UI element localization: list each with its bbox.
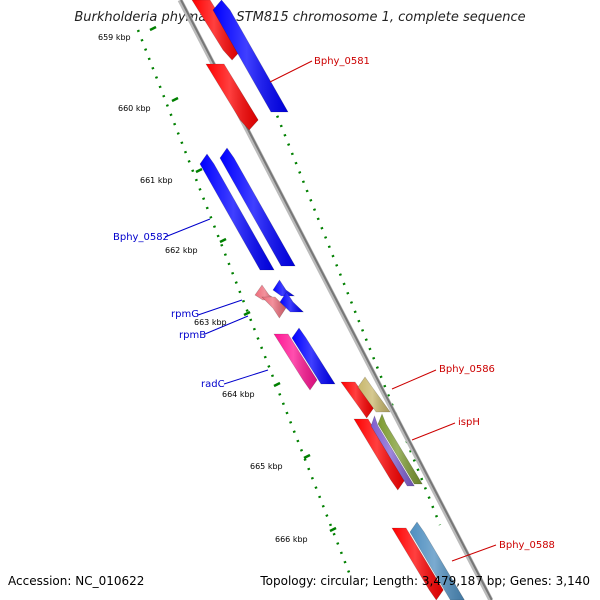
ruler-dots-right	[253, 59, 442, 526]
ruler-tick-label: 659 kbp	[98, 33, 131, 42]
gene-label-radc[interactable]: radC	[201, 379, 225, 390]
ruler-tick-mark	[243, 310, 251, 317]
gene-label-rpmb[interactable]: rpmB	[179, 330, 206, 341]
gene-label-bphy-0588[interactable]: Bphy_0588	[499, 540, 555, 551]
gene-label-leader	[269, 60, 313, 83]
ruler-tick-label: 666 kbp	[275, 535, 308, 544]
ruler-tick-mark	[303, 453, 311, 460]
ruler-tick-mark	[329, 526, 337, 533]
ruler-dots	[136, 29, 442, 576]
gene-label-isph[interactable]: ispH	[458, 417, 480, 428]
gene-small-a[interactable]	[272, 279, 296, 297]
accession-label: Accession: NC_010622	[8, 574, 145, 588]
gene-label-leader	[197, 299, 243, 316]
gene-reverse-a[interactable]	[212, 0, 289, 113]
ruler-tick-label: 660 kbp	[118, 104, 151, 113]
gene-label-bphy-0582[interactable]: Bphy_0582	[113, 232, 169, 243]
ruler-tick-mark	[149, 25, 157, 32]
ruler-tick-mark	[171, 96, 179, 103]
ruler-tick-mark	[219, 237, 227, 244]
ruler-tick-label: 661 kbp	[140, 176, 173, 185]
gene-label-leader	[164, 218, 211, 238]
gene-label-leader	[391, 369, 437, 390]
ruler-tick-label: 665 kbp	[250, 462, 283, 471]
gene-features	[191, 0, 465, 600]
ruler-ticks: 659 kbp 660 kbp 661 kbp 662 kbp 663 kbp 664 k…	[98, 25, 337, 544]
ruler-tick-label: 663 kbp	[194, 318, 227, 327]
gene-label-bphy-0581[interactable]: Bphy_0581	[314, 56, 370, 67]
ruler-tick-mark	[273, 381, 281, 388]
ruler-tick-mark	[195, 167, 203, 174]
gene-label-bphy-0586[interactable]: Bphy_0586	[439, 364, 495, 375]
gene-label-leader	[451, 544, 497, 562]
ruler-tick-label: 662 kbp	[165, 246, 198, 255]
gene-label-leader	[204, 315, 249, 335]
topology-summary: Topology: circular; Length: 3,479,187 bp…	[260, 574, 590, 588]
gene-label-leader	[411, 422, 456, 441]
gene-labels: Bphy_0581 Bphy_0582 rpmG rpmB radC Bphy_0586i…	[113, 56, 555, 562]
gene-label-leader	[223, 369, 269, 385]
gene-label-rpmg[interactable]: rpmG	[171, 309, 199, 320]
ruler-tick-label: 664 kbp	[222, 390, 255, 399]
